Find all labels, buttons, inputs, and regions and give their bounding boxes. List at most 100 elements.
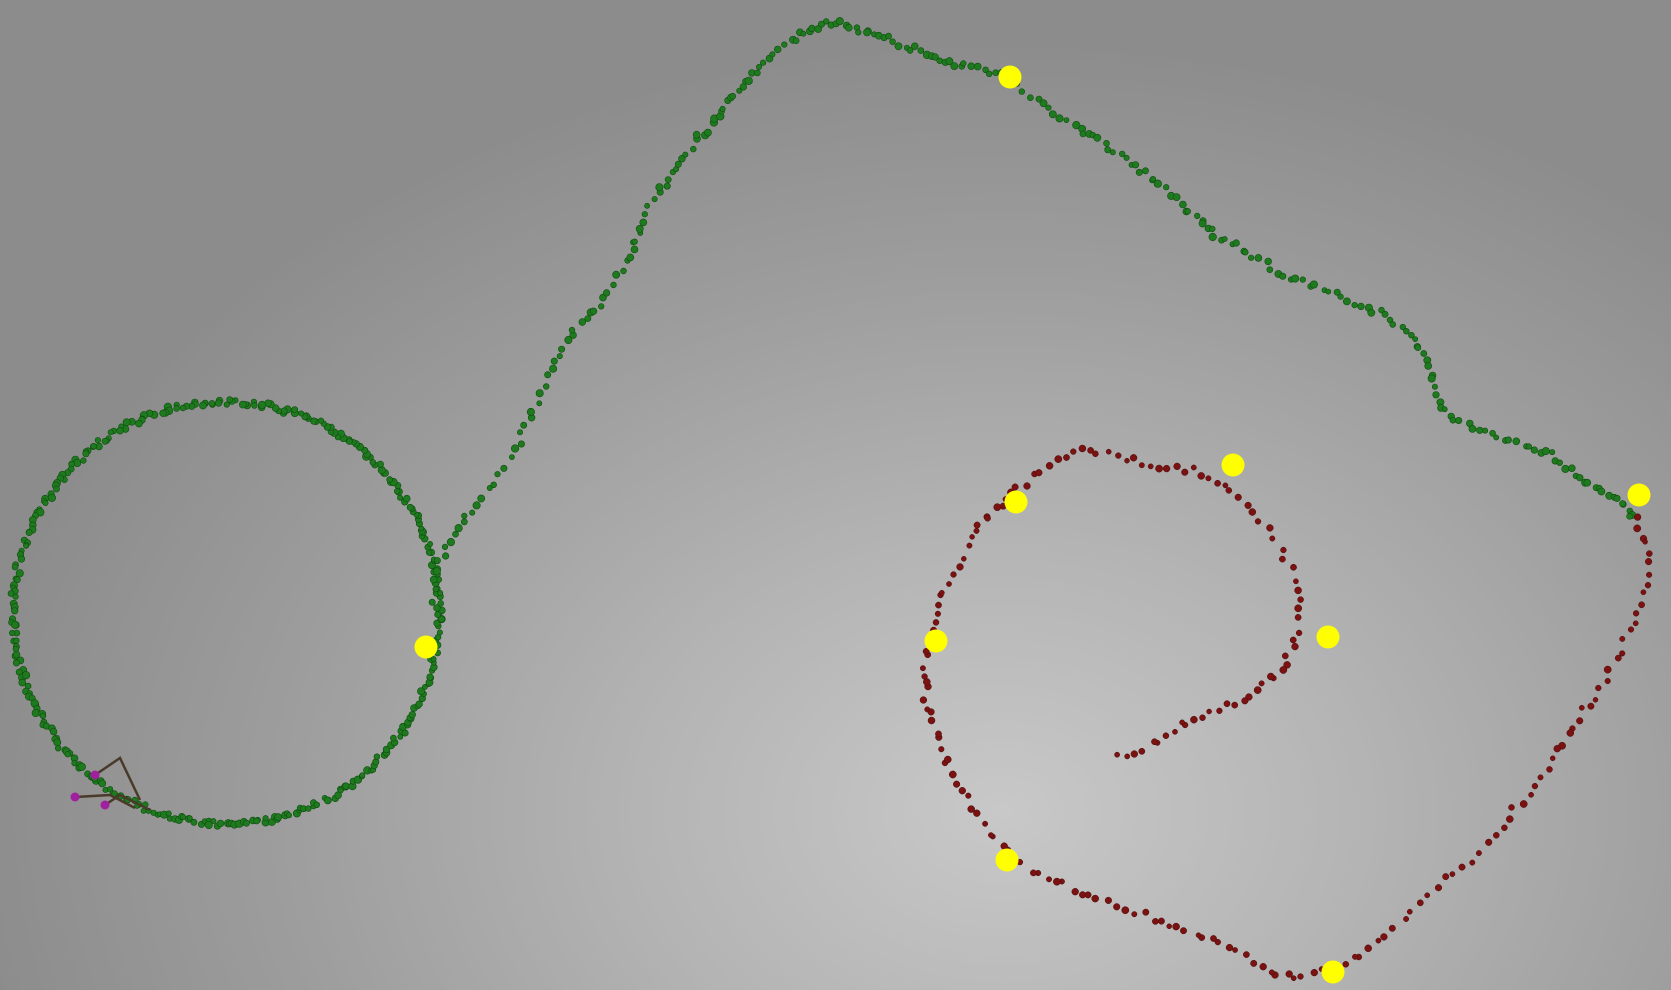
red-path-point	[1603, 665, 1612, 674]
red-path-point	[1297, 973, 1304, 980]
green-path-point	[985, 70, 993, 78]
green-path-point	[835, 17, 844, 26]
green-path-point	[906, 47, 914, 54]
green-path-point	[644, 202, 650, 209]
green-path-point	[1378, 306, 1385, 314]
landmark-marker[interactable]	[995, 848, 1019, 872]
green-path-point	[310, 417, 318, 425]
green-path-point	[1079, 130, 1087, 138]
landmark-marker[interactable]	[414, 635, 438, 659]
red-path-point	[966, 542, 973, 549]
red-path-point	[1280, 546, 1287, 554]
red-path-point	[1283, 661, 1291, 669]
green-path-point	[889, 38, 896, 45]
green-path-point	[808, 24, 816, 33]
red-path-point	[1092, 450, 1099, 458]
green-path-point	[719, 105, 726, 112]
green-path-point	[1221, 236, 1228, 242]
landmark-marker[interactable]	[1321, 960, 1345, 984]
red-path-point	[1105, 448, 1112, 455]
green-path-point	[1309, 280, 1318, 289]
green-path-point	[744, 76, 753, 85]
red-path-point	[1646, 571, 1653, 578]
green-path-point	[635, 224, 644, 233]
red-path-point	[950, 571, 957, 578]
green-path-point	[437, 600, 445, 607]
green-path-point	[452, 530, 459, 538]
green-path-point	[25, 529, 33, 536]
landmark-marker[interactable]	[1316, 625, 1340, 649]
green-path-point	[639, 218, 648, 227]
red-path-point	[1138, 747, 1146, 755]
red-path-point	[1046, 876, 1052, 883]
landmark-marker[interactable]	[1004, 490, 1028, 514]
green-path-point	[844, 23, 853, 32]
red-path-point	[938, 746, 945, 753]
green-path-point	[1504, 436, 1512, 444]
green-path-point	[1109, 149, 1116, 156]
green-path-point	[558, 345, 566, 353]
red-path-point	[1279, 555, 1286, 563]
red-path-point	[1638, 601, 1645, 609]
green-path-point	[460, 518, 468, 526]
green-path-point	[894, 42, 903, 51]
red-path-point	[1566, 729, 1575, 737]
green-path-point	[814, 25, 823, 33]
red-path-point	[919, 696, 928, 704]
red-path-point	[1124, 753, 1131, 760]
red-path-point	[1253, 686, 1262, 694]
red-path-point	[984, 515, 991, 522]
pose-line	[74, 793, 136, 810]
red-path-point	[1449, 871, 1456, 877]
red-path-point	[1352, 953, 1358, 960]
green-path-point	[373, 753, 381, 760]
green-path-point	[1333, 288, 1341, 296]
landmark-marker[interactable]	[1627, 483, 1651, 507]
green-path-point	[208, 400, 216, 407]
red-path-point	[1104, 896, 1112, 904]
green-path-point	[1556, 459, 1563, 466]
green-path-point	[1045, 104, 1052, 111]
green-path-point	[535, 389, 544, 398]
red-path-point	[938, 589, 945, 596]
green-path-point	[1131, 161, 1140, 169]
green-path-point	[729, 92, 737, 100]
green-path-point	[630, 245, 639, 254]
red-path-point	[919, 665, 926, 672]
green-path-point	[53, 738, 62, 747]
green-path-point	[641, 211, 648, 218]
landmark-marker[interactable]	[924, 629, 948, 653]
red-path-point	[1640, 589, 1647, 596]
green-path-point	[394, 488, 401, 495]
green-path-point	[77, 762, 86, 772]
landmark-marker[interactable]	[1221, 453, 1245, 477]
green-path-point	[107, 429, 114, 436]
green-path-point	[1568, 464, 1576, 472]
red-path-point	[1592, 697, 1599, 703]
red-path-point	[1531, 782, 1539, 790]
green-path-point	[1441, 406, 1448, 413]
green-path-point	[216, 819, 225, 828]
landmark-marker[interactable]	[998, 65, 1022, 89]
red-path-point	[1045, 462, 1054, 470]
red-path-point	[1632, 620, 1639, 627]
red-path-point	[1295, 629, 1303, 637]
green-path-point	[568, 326, 576, 334]
green-path-point	[1027, 94, 1034, 101]
green-path-point	[199, 401, 207, 410]
green-path-point	[917, 47, 925, 54]
red-path-point	[988, 832, 994, 838]
red-path-point	[1528, 791, 1534, 798]
green-path-point	[426, 673, 434, 681]
red-path-point	[1281, 652, 1289, 660]
green-path-point	[226, 396, 233, 403]
red-path-point	[1266, 524, 1274, 532]
green-path-point	[598, 303, 605, 310]
green-path-point	[1299, 276, 1306, 283]
red-path-point	[1214, 479, 1221, 487]
green-path-point	[49, 727, 58, 736]
red-path-point	[1214, 938, 1221, 946]
green-path-point	[186, 815, 193, 822]
